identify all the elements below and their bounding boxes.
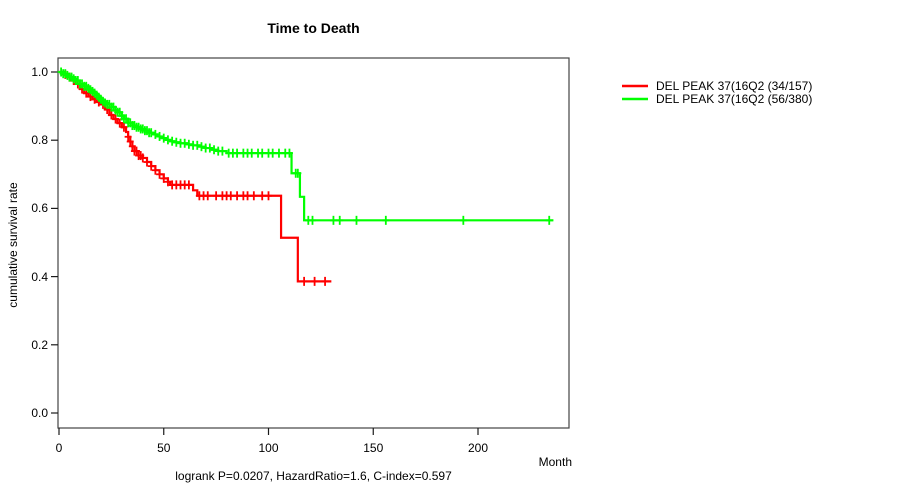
statistics-annotation: logrank P=0.0207, HazardRatio=1.6, C-ind… — [175, 469, 452, 483]
x-tick-label: 200 — [467, 441, 489, 455]
y-tick-label: 0.2 — [31, 337, 48, 352]
y-tick-label: 0.6 — [31, 201, 48, 216]
y-tick-label: 0.8 — [31, 133, 48, 148]
legend-item-label: DEL PEAK 37(16Q2 (34/157) — [656, 79, 813, 93]
x-axis-label: Month — [538, 455, 572, 469]
chart-title: Time to Death — [267, 20, 360, 36]
survival-curve — [59, 70, 332, 283]
y-tick-label: 0.4 — [31, 269, 48, 284]
x-tick-label: 0 — [55, 441, 63, 455]
legend-item-label: DEL PEAK 37(16Q2 (56/380) — [656, 92, 813, 106]
x-tick-label: 50 — [157, 441, 171, 455]
x-tick-label: 150 — [363, 441, 384, 455]
y-tick-label: 0.0 — [31, 406, 48, 420]
y-tick-label: 1.0 — [31, 65, 48, 79]
x-tick-label: 100 — [258, 441, 279, 455]
plot-box — [57, 57, 570, 429]
